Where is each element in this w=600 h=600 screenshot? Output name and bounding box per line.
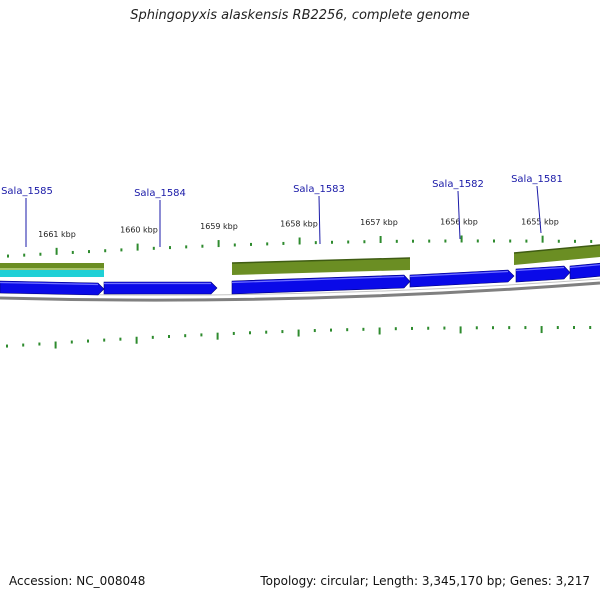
gene-band-edge xyxy=(513,244,600,254)
gene-label: Sala_1583 xyxy=(293,184,345,195)
cds-arrow xyxy=(103,281,218,295)
cds-highlight xyxy=(0,281,99,286)
gene-band-olive xyxy=(514,245,600,265)
kbp-label: 1660 kbp xyxy=(120,226,158,235)
cds-highlight xyxy=(515,266,565,272)
leader-line xyxy=(318,195,321,245)
cds-arrow xyxy=(231,274,411,295)
leader-line xyxy=(457,190,461,240)
cds-highlight xyxy=(569,264,600,269)
cds-highlight xyxy=(409,270,509,278)
backbone xyxy=(0,281,600,302)
gene-label: Sala_1581 xyxy=(511,174,563,185)
kbp-label: 1657 kbp xyxy=(360,218,398,227)
gene-label: Sala_1582 xyxy=(432,179,484,190)
cds-arrow xyxy=(409,269,515,288)
gene-band-edge xyxy=(231,257,411,264)
gene-labels: Sala_1585 Sala_1584 Sala_1583 Sala_1582 Sala… xyxy=(1,174,563,199)
gene-features xyxy=(0,244,600,302)
map-title: Sphingopyxis alaskensis RB2256, complete… xyxy=(130,8,470,23)
kbp-label: 1659 kbp xyxy=(200,222,238,231)
outer-scale-ticks xyxy=(7,235,593,258)
gene-label: Sala_1584 xyxy=(134,188,186,199)
gene-label-leaders xyxy=(25,185,542,247)
inner-scale-ticks xyxy=(6,326,592,349)
kbp-labels: 1661 kbp 1660 kbp 1659 kbp 1658 kbp 1657 kbp… xyxy=(38,217,559,238)
cds-highlight xyxy=(231,275,405,284)
leader-line xyxy=(536,185,542,234)
genome-summary-text: Topology: circular; Length: 3,345,170 bp… xyxy=(260,574,590,588)
accession-text: Accession: NC_008048 xyxy=(9,574,146,588)
kbp-label: 1658 kbp xyxy=(280,220,318,229)
gene-label: Sala_1585 xyxy=(1,186,53,197)
kbp-label: 1661 kbp xyxy=(38,230,76,239)
gene-band-cyan xyxy=(0,270,104,277)
gene-band-olive xyxy=(0,263,104,268)
